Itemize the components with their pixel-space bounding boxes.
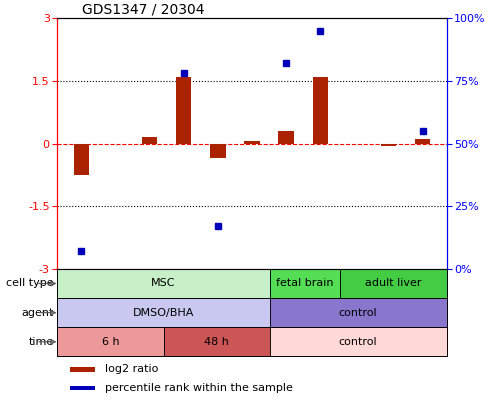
Text: log2 ratio: log2 ratio xyxy=(105,364,158,374)
Bar xyxy=(415,139,430,144)
Bar xyxy=(269,298,447,327)
Text: time: time xyxy=(28,337,53,347)
Text: control: control xyxy=(339,337,377,347)
Bar xyxy=(269,327,447,356)
Bar xyxy=(312,77,328,144)
Bar xyxy=(164,327,269,356)
Text: DMSO/BHA: DMSO/BHA xyxy=(133,308,194,318)
Bar xyxy=(278,131,294,144)
Bar xyxy=(340,269,447,298)
Bar xyxy=(70,367,95,372)
Bar xyxy=(381,144,396,146)
Bar xyxy=(176,77,192,144)
Bar xyxy=(142,137,157,144)
Text: 6 h: 6 h xyxy=(102,337,119,347)
Bar xyxy=(74,144,89,175)
Text: 48 h: 48 h xyxy=(204,337,229,347)
Text: percentile rank within the sample: percentile rank within the sample xyxy=(105,383,293,393)
Text: GDS1347 / 20304: GDS1347 / 20304 xyxy=(82,2,205,16)
Text: MSC: MSC xyxy=(151,279,176,288)
Bar xyxy=(57,269,269,298)
Bar xyxy=(269,269,340,298)
Bar xyxy=(57,327,164,356)
Bar xyxy=(210,144,226,158)
Text: fetal brain: fetal brain xyxy=(276,279,334,288)
Text: cell type: cell type xyxy=(6,279,53,288)
Text: control: control xyxy=(339,308,377,318)
Bar xyxy=(70,386,95,390)
Bar xyxy=(57,298,269,327)
Bar xyxy=(245,141,259,144)
Text: agent: agent xyxy=(21,308,53,318)
Text: adult liver: adult liver xyxy=(365,279,422,288)
